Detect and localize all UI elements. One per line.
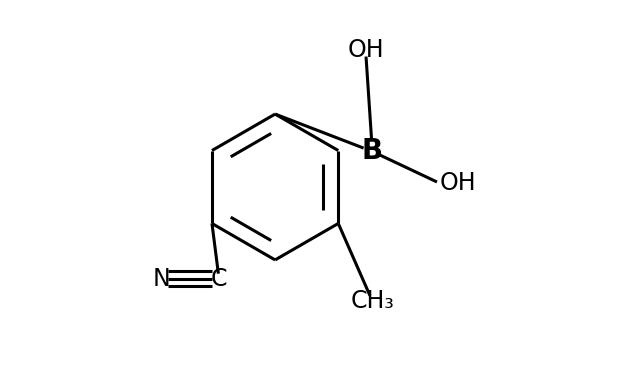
Text: N: N <box>152 267 170 291</box>
Text: B: B <box>362 138 383 165</box>
Text: CH₃: CH₃ <box>351 289 394 313</box>
Text: OH: OH <box>440 171 476 195</box>
Text: C: C <box>211 267 227 291</box>
Text: OH: OH <box>348 39 384 62</box>
